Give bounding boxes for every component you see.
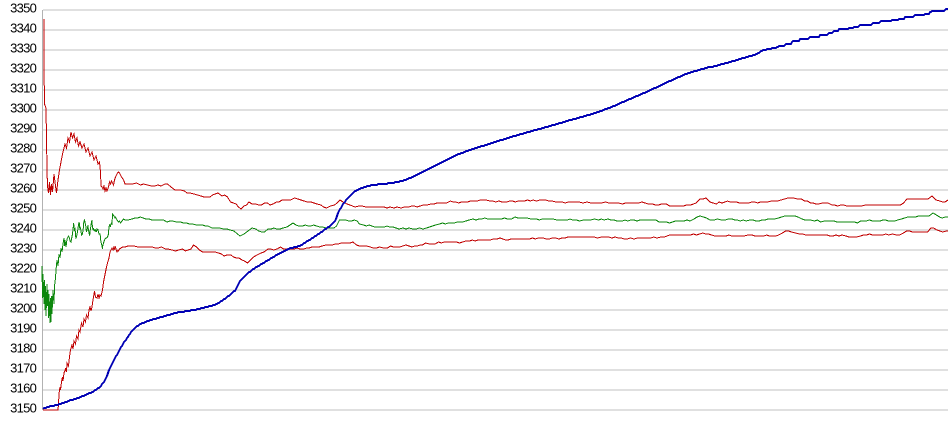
- svg-text:3270: 3270: [10, 161, 37, 176]
- svg-text:3290: 3290: [10, 121, 37, 136]
- svg-text:3320: 3320: [10, 61, 37, 76]
- svg-text:3340: 3340: [10, 21, 37, 36]
- svg-text:3240: 3240: [10, 221, 37, 236]
- svg-text:3150: 3150: [10, 401, 37, 416]
- svg-text:3190: 3190: [10, 321, 37, 336]
- svg-text:3230: 3230: [10, 241, 37, 256]
- svg-text:3260: 3260: [10, 181, 37, 196]
- svg-text:3200: 3200: [10, 301, 37, 316]
- svg-text:3350: 3350: [10, 1, 37, 16]
- svg-text:3180: 3180: [10, 341, 37, 356]
- svg-text:3300: 3300: [10, 101, 37, 116]
- svg-text:3220: 3220: [10, 261, 37, 276]
- svg-text:3250: 3250: [10, 201, 37, 216]
- svg-text:3310: 3310: [10, 81, 37, 96]
- svg-text:3280: 3280: [10, 141, 37, 156]
- svg-text:3160: 3160: [10, 381, 37, 396]
- svg-text:3170: 3170: [10, 361, 37, 376]
- svg-text:3330: 3330: [10, 41, 37, 56]
- svg-text:3210: 3210: [10, 281, 37, 296]
